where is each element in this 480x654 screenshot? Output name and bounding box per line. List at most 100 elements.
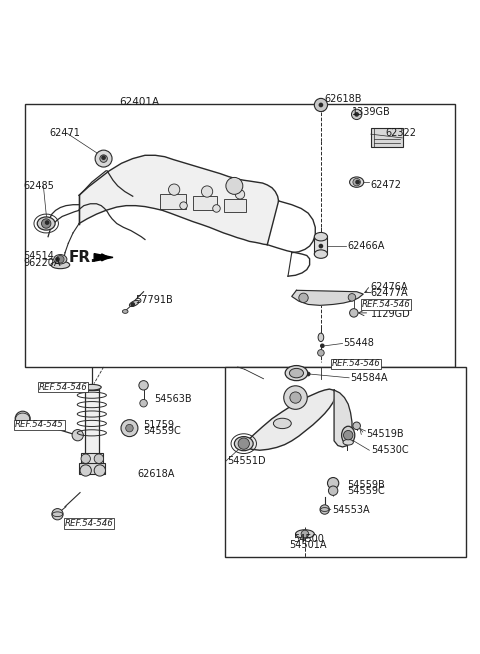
Bar (314, 236, 327, 254)
Circle shape (320, 343, 324, 348)
Text: 62618B: 62618B (324, 94, 362, 104)
Circle shape (95, 150, 112, 167)
Circle shape (290, 392, 301, 404)
Text: 54559B: 54559B (347, 479, 385, 490)
Circle shape (202, 186, 213, 197)
Polygon shape (334, 390, 352, 447)
Circle shape (351, 109, 362, 120)
Text: 62476A: 62476A (371, 282, 408, 292)
Circle shape (94, 454, 104, 464)
Circle shape (319, 244, 323, 249)
Polygon shape (79, 155, 278, 245)
Ellipse shape (285, 366, 308, 381)
Text: 62477A: 62477A (371, 288, 408, 298)
Ellipse shape (314, 250, 327, 258)
Text: 54551D: 54551D (227, 456, 265, 466)
Circle shape (319, 103, 323, 107)
Circle shape (80, 465, 91, 476)
Ellipse shape (83, 385, 101, 390)
Text: 54559C: 54559C (347, 486, 385, 496)
Text: REF.54-546: REF.54-546 (332, 359, 381, 368)
Polygon shape (245, 389, 335, 450)
Circle shape (347, 437, 351, 441)
Bar (79, 464, 105, 473)
Ellipse shape (289, 368, 303, 378)
Circle shape (100, 155, 108, 162)
Ellipse shape (274, 419, 291, 428)
Ellipse shape (51, 261, 70, 269)
Ellipse shape (122, 309, 128, 313)
Circle shape (81, 454, 90, 464)
Text: 1129GD: 1129GD (371, 309, 410, 319)
Text: 62322: 62322 (385, 128, 416, 138)
Circle shape (299, 293, 308, 303)
Circle shape (226, 177, 243, 194)
Text: 51759: 51759 (144, 420, 175, 430)
Circle shape (320, 505, 329, 514)
Circle shape (344, 430, 353, 440)
Bar (371, 128, 403, 147)
Circle shape (235, 190, 245, 199)
Circle shape (238, 438, 250, 449)
Bar (85, 387, 99, 454)
Circle shape (213, 205, 220, 212)
Circle shape (306, 371, 311, 377)
Circle shape (284, 386, 307, 409)
Bar (225, 367, 466, 557)
Text: 54519B: 54519B (366, 429, 404, 439)
Circle shape (354, 112, 359, 116)
Text: 1339GB: 1339GB (352, 107, 391, 116)
Bar (24, 103, 456, 367)
Bar (224, 199, 246, 212)
Circle shape (126, 424, 133, 432)
Text: 54514: 54514 (24, 251, 55, 262)
Text: 54553A: 54553A (332, 504, 369, 515)
Circle shape (121, 420, 138, 437)
Circle shape (45, 220, 49, 225)
Bar (86, 385, 98, 390)
Circle shape (180, 202, 187, 209)
Circle shape (242, 441, 247, 446)
Circle shape (318, 350, 324, 356)
Ellipse shape (54, 254, 67, 264)
Text: 62472: 62472 (371, 180, 402, 190)
Text: 62466A: 62466A (347, 241, 384, 251)
Ellipse shape (130, 300, 139, 307)
Text: 54559C: 54559C (144, 426, 181, 436)
Circle shape (131, 302, 135, 307)
Circle shape (140, 400, 147, 407)
Circle shape (353, 422, 360, 430)
Bar (193, 196, 217, 211)
Polygon shape (292, 290, 363, 305)
Circle shape (327, 477, 339, 489)
Text: 62485: 62485 (24, 181, 55, 191)
Ellipse shape (37, 217, 55, 230)
Text: REF.54-546: REF.54-546 (361, 300, 410, 309)
Text: 55448: 55448 (344, 339, 374, 349)
Text: 54584A: 54584A (350, 373, 388, 383)
Text: 96220A: 96220A (24, 258, 61, 268)
Text: 54563B: 54563B (155, 394, 192, 404)
Text: 57791B: 57791B (135, 295, 173, 305)
Text: REF.54-545: REF.54-545 (15, 421, 64, 429)
Circle shape (328, 486, 338, 495)
Ellipse shape (296, 530, 314, 538)
Ellipse shape (343, 439, 353, 445)
Circle shape (15, 411, 30, 426)
Circle shape (57, 256, 64, 263)
Text: 62471: 62471 (49, 128, 80, 138)
Ellipse shape (314, 232, 327, 241)
Text: 54501A: 54501A (289, 540, 327, 550)
Circle shape (41, 219, 51, 228)
Circle shape (101, 155, 106, 160)
Text: 62618A: 62618A (137, 469, 175, 479)
Circle shape (72, 430, 84, 441)
Text: 54530C: 54530C (371, 445, 408, 455)
Circle shape (348, 294, 356, 301)
Circle shape (353, 179, 360, 186)
Polygon shape (94, 254, 113, 261)
Circle shape (349, 309, 358, 317)
Circle shape (168, 184, 180, 196)
Text: 62401A: 62401A (119, 97, 159, 107)
Text: 54500: 54500 (293, 534, 324, 543)
